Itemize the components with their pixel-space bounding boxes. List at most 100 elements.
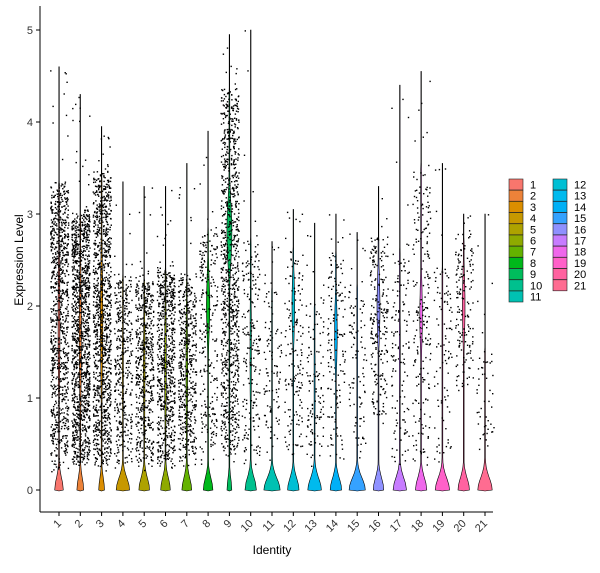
point [78,362,81,364]
point [64,259,66,261]
point [126,323,129,325]
point [88,366,90,368]
point [101,339,103,341]
point [75,246,77,248]
point [86,408,88,410]
point [161,395,163,398]
point [82,310,85,313]
point [55,246,58,249]
point [157,368,160,370]
point [169,281,171,284]
point [66,292,68,294]
point [88,245,90,247]
point [119,420,121,422]
point [84,425,86,427]
point [164,360,166,362]
point [153,378,155,380]
point [61,272,63,274]
point [64,422,67,425]
point [99,360,101,362]
point [75,371,78,374]
point [128,302,130,304]
point [73,267,75,269]
point [167,372,169,374]
point [63,416,65,418]
point [56,212,58,215]
point [97,387,99,390]
point [67,238,70,241]
point [101,456,103,459]
point [152,345,154,347]
point [86,215,88,217]
point [152,311,155,313]
point [74,393,76,396]
point [62,393,64,395]
point [87,236,90,238]
point [52,273,55,275]
point [114,398,117,401]
point [169,369,171,371]
point [166,426,168,429]
point [118,378,120,380]
point [158,428,160,431]
point [145,357,147,359]
point [171,381,173,383]
point [144,302,147,304]
point [146,455,149,457]
point [149,303,151,306]
point [143,369,145,371]
point [169,419,171,421]
point [78,261,80,263]
point [95,179,98,181]
point [72,220,75,222]
point [106,388,109,390]
point [142,371,144,373]
point [181,339,183,341]
point [99,218,101,220]
point [151,385,153,387]
point [165,419,168,422]
point [94,326,96,328]
point [173,274,175,277]
point [107,288,109,290]
point [135,438,138,441]
point [74,362,77,364]
point [157,267,159,269]
point [141,267,143,269]
point [92,271,94,273]
point [164,293,167,295]
point [168,374,170,377]
point [119,300,121,303]
point [76,363,79,366]
point [151,339,153,341]
point [85,372,88,374]
point [83,381,86,384]
point [130,311,132,314]
point [158,339,161,341]
point [117,434,119,436]
point [169,387,172,389]
point [67,352,69,355]
point [142,349,144,351]
point [114,390,116,392]
point [71,326,74,328]
point [104,410,106,412]
point [77,401,79,404]
point [74,287,77,289]
point [131,438,133,440]
point [71,306,73,309]
point [143,288,145,290]
point [121,434,123,436]
point [93,330,96,333]
point [85,377,87,379]
point [86,385,88,387]
point [141,410,143,412]
point [53,256,56,258]
point [84,217,86,219]
point [53,429,55,431]
point [158,371,160,373]
point [82,232,85,235]
point [86,454,89,456]
point [170,305,173,307]
point [86,225,88,227]
